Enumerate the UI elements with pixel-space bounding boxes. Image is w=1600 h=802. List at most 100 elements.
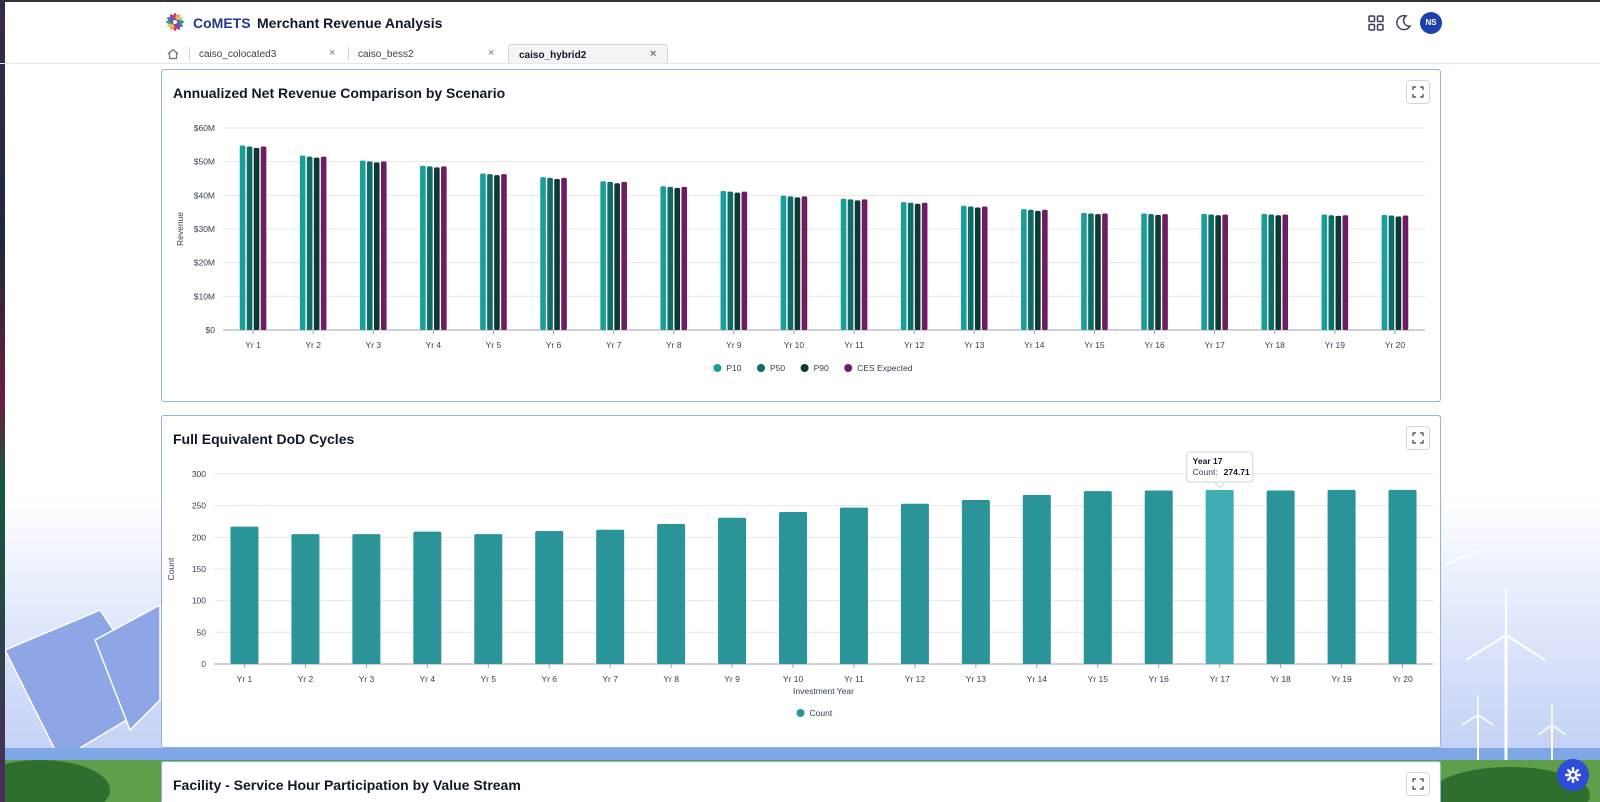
bar-count xyxy=(230,526,259,664)
bar-p90 xyxy=(854,200,861,330)
y-tick-label: 200 xyxy=(192,532,206,542)
x-tick-label: Yr 4 xyxy=(426,340,442,350)
bar-p10 xyxy=(600,181,606,330)
x-tick-label: Yr 7 xyxy=(606,340,622,350)
bar-p10 xyxy=(1321,214,1328,330)
bar-ces-expected xyxy=(320,156,327,330)
bar-ces-expected xyxy=(501,174,507,330)
bar-p10 xyxy=(1261,213,1268,330)
bar-p90 xyxy=(554,178,560,330)
bar-count xyxy=(1205,490,1234,664)
bar-p50 xyxy=(667,186,674,330)
x-tick-label: Yr 3 xyxy=(365,340,381,350)
bar-p10 xyxy=(1381,214,1388,330)
bar-count xyxy=(291,534,320,664)
legend-marker xyxy=(713,364,722,372)
tab-bar-divider xyxy=(0,63,1600,64)
x-tick-label: Yr 16 xyxy=(1149,674,1170,684)
bar-p90 xyxy=(1335,215,1342,330)
user-avatar[interactable]: NS xyxy=(1420,12,1442,34)
cycles-chart-card: Full Equivalent DoD Cycles 0 50 100 150 200 2… xyxy=(161,415,1441,748)
bar-ces-expected xyxy=(621,181,627,330)
brand-name[interactable]: CoMETS xyxy=(193,15,251,31)
y-tick-label: 0 xyxy=(201,659,206,669)
tab-label: caiso_hybrid2 xyxy=(519,50,587,61)
bar-count xyxy=(352,534,381,664)
bar-ces-expected xyxy=(561,177,567,330)
wind-turbines-illustration xyxy=(1444,549,1567,760)
cycles-bar-chart: 0 50 100 150 200 250 300 Count Investment Year Yr… xyxy=(166,451,1433,718)
bar-p10 xyxy=(299,155,306,330)
card-title: Annualized Net Revenue Comparison by Sce… xyxy=(173,85,506,101)
x-tick-label: Yr 1 xyxy=(237,674,253,684)
bar-count xyxy=(1022,494,1051,664)
x-tick-label: Yr 6 xyxy=(541,674,557,684)
bar-p50 xyxy=(1328,215,1335,330)
y-tick-label: $60M xyxy=(194,123,215,133)
bar-p90 xyxy=(914,203,921,330)
bar-p50 xyxy=(907,202,914,330)
tab-separator xyxy=(348,47,349,61)
x-tick-label: Yr 15 xyxy=(1088,674,1109,684)
moon-icon[interactable] xyxy=(1393,13,1413,33)
tab-caiso-colocated3[interactable]: caiso_colocated3 × xyxy=(189,44,341,64)
card-title: Facility - Service Hour Participation by… xyxy=(173,777,521,793)
close-icon[interactable]: × xyxy=(329,47,336,59)
bar-p50 xyxy=(427,166,433,330)
x-tick-label: Yr 8 xyxy=(663,674,679,684)
bar-p90 xyxy=(1275,215,1282,330)
legend-marker xyxy=(757,364,765,372)
bar-p50 xyxy=(547,177,553,330)
bar-ces-expected xyxy=(441,166,447,330)
y-tick-label: $20M xyxy=(194,258,215,268)
legend-label: P90 xyxy=(814,363,829,373)
close-icon[interactable]: × xyxy=(488,47,495,59)
bar-ces-expected xyxy=(681,186,688,330)
expand-chart-button[interactable] xyxy=(1406,426,1430,450)
home-icon[interactable] xyxy=(166,47,180,61)
expand-icon xyxy=(1412,432,1424,444)
x-tick-label: Yr 9 xyxy=(724,674,740,684)
bar-ces-expected xyxy=(981,206,988,330)
bar-p90 xyxy=(674,187,681,330)
x-tick-label: Yr 5 xyxy=(480,674,496,684)
y-axis-title: Count xyxy=(166,557,176,580)
x-tick-label: Yr 14 xyxy=(1027,674,1048,684)
bar-p90 xyxy=(253,147,260,330)
x-tick-label: Yr 11 xyxy=(844,340,864,350)
expand-chart-button[interactable] xyxy=(1406,772,1430,796)
bar-p50 xyxy=(787,196,794,330)
close-icon[interactable]: × xyxy=(650,48,657,60)
bar-p10 xyxy=(660,186,667,330)
x-tick-label: Yr 16 xyxy=(1144,340,1165,350)
bar-p90 xyxy=(494,175,500,330)
window-edge-top xyxy=(0,0,1600,2)
bar-count xyxy=(657,524,686,664)
bar-p10 xyxy=(720,190,727,330)
bar-p90 xyxy=(373,162,380,330)
bar-ces-expected xyxy=(380,161,387,330)
x-tick-label: Yr 14 xyxy=(1024,340,1045,350)
help-assistant-button[interactable] xyxy=(1557,759,1589,791)
card-title: Full Equivalent DoD Cycles xyxy=(173,431,355,447)
bar-count xyxy=(718,517,747,664)
bar-p10 xyxy=(420,165,426,330)
bar-p50 xyxy=(306,156,313,330)
y-tick-label: $0 xyxy=(206,325,216,335)
expand-chart-button[interactable] xyxy=(1406,80,1430,104)
bar-p90 xyxy=(1395,216,1402,330)
x-tick-label: Yr 18 xyxy=(1265,340,1286,350)
tooltip-label: Count: xyxy=(1193,467,1218,477)
x-tick-label: Yr 9 xyxy=(726,340,742,350)
tab-caiso-bess2[interactable]: caiso_bess2 × xyxy=(348,44,500,64)
comets-logo-icon[interactable] xyxy=(164,11,186,33)
tab-caiso-hybrid2[interactable]: caiso_hybrid2 × xyxy=(508,44,668,64)
bar-p50 xyxy=(847,199,854,330)
bar-p90 xyxy=(1215,215,1221,330)
grid-apps-icon[interactable] xyxy=(1366,13,1386,33)
x-tick-label: Yr 12 xyxy=(904,340,925,350)
page-title: Merchant Revenue Analysis xyxy=(257,15,443,31)
bar-p10 xyxy=(1081,212,1087,330)
x-tick-label: Yr 13 xyxy=(966,674,987,684)
bar-p10 xyxy=(900,202,907,330)
